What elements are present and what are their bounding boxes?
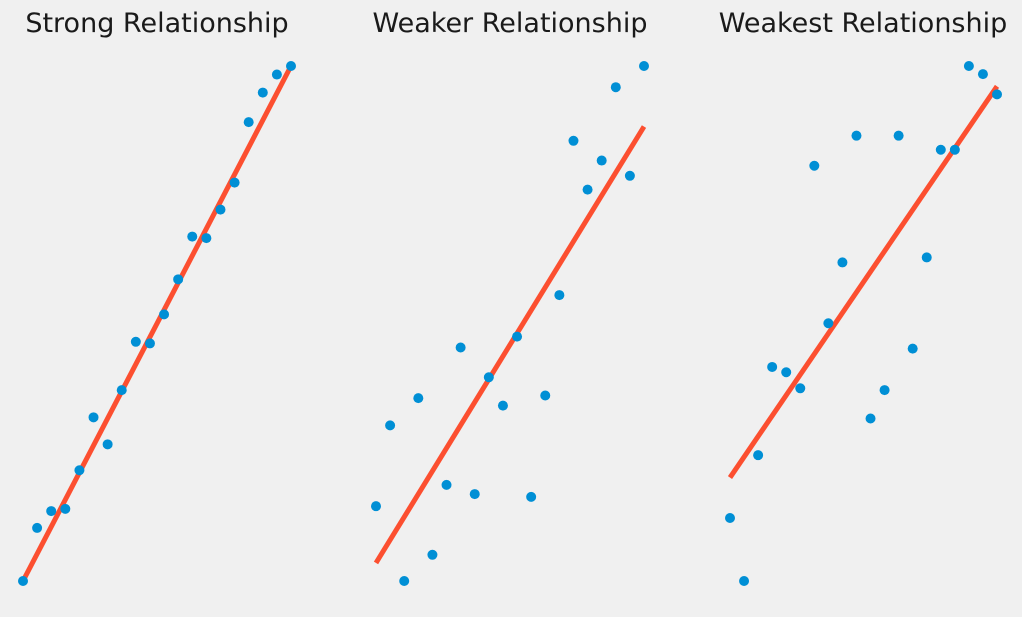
data-point	[977, 69, 988, 80]
data-point	[512, 331, 523, 342]
data-point	[88, 412, 99, 423]
data-point	[229, 177, 240, 188]
data-point	[540, 390, 551, 401]
data-point	[639, 61, 649, 71]
data-point	[893, 130, 904, 141]
data-point	[455, 342, 466, 353]
data-point	[767, 361, 778, 372]
data-point	[46, 506, 57, 517]
data-point	[739, 576, 750, 586]
data-point	[554, 290, 565, 301]
data-point	[865, 413, 876, 424]
data-point	[271, 69, 282, 80]
plot-area	[18, 61, 296, 586]
data-point	[921, 252, 932, 263]
data-point	[610, 82, 621, 93]
data-point	[624, 170, 635, 181]
panel-strong-relationship: Strong Relationship	[18, 8, 296, 586]
panel-title: Strong Relationship	[25, 8, 288, 39]
data-point	[427, 549, 438, 560]
data-point	[286, 61, 296, 71]
data-point	[992, 89, 1002, 100]
data-point	[116, 385, 127, 396]
data-point	[795, 383, 806, 394]
data-point	[823, 318, 834, 329]
data-point	[144, 338, 155, 349]
data-point	[949, 144, 960, 155]
data-point	[851, 130, 862, 141]
data-point	[725, 513, 735, 524]
data-point	[753, 450, 764, 461]
data-point	[18, 576, 28, 586]
data-point	[596, 155, 607, 166]
data-point	[32, 522, 43, 533]
plot-area	[725, 61, 1002, 586]
fit-line	[373, 125, 647, 565]
data-point	[781, 367, 792, 378]
data-point	[469, 489, 480, 500]
data-point	[173, 274, 184, 285]
data-point	[60, 503, 71, 514]
data-point	[483, 372, 494, 383]
data-point	[201, 233, 212, 244]
fit-line	[20, 64, 294, 583]
data-point	[879, 385, 890, 396]
data-point	[963, 61, 974, 71]
data-point	[907, 343, 918, 354]
data-point	[837, 257, 848, 268]
data-point	[526, 491, 537, 502]
panel-title: Weakest Relationship	[719, 8, 1008, 39]
panel-weakest-relationship: Weakest Relationship	[719, 8, 1008, 586]
data-point	[130, 336, 141, 347]
data-point	[159, 309, 170, 320]
data-point	[74, 465, 85, 476]
data-point	[582, 184, 593, 195]
data-point	[215, 204, 226, 215]
data-point	[187, 231, 198, 242]
panel-title: Weaker Relationship	[373, 8, 648, 39]
data-point	[399, 576, 410, 586]
data-point	[385, 420, 396, 431]
data-point	[102, 439, 113, 450]
data-point	[497, 400, 508, 411]
data-point	[568, 135, 579, 146]
panel-weaker-relationship: Weaker Relationship	[371, 8, 649, 586]
plot-area	[371, 61, 649, 586]
data-point	[371, 501, 381, 512]
data-point	[413, 393, 424, 404]
data-point	[809, 160, 820, 171]
data-point	[441, 479, 452, 490]
fit-line	[727, 84, 1000, 479]
data-point	[243, 117, 254, 128]
data-point	[257, 87, 268, 98]
data-point	[935, 144, 946, 155]
